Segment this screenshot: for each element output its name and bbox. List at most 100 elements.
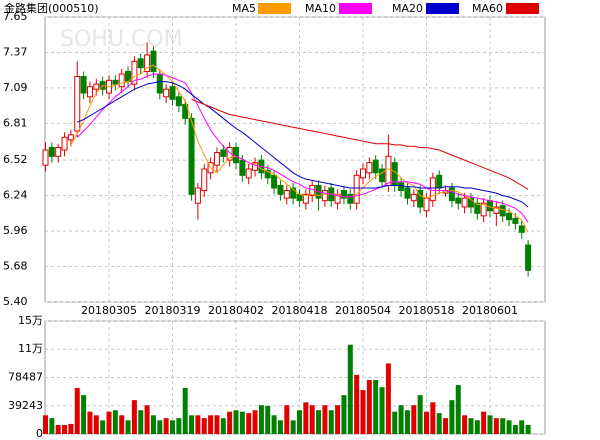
y-tick-label: 5.96	[3, 224, 28, 237]
volume-bar	[398, 405, 404, 434]
volume-bar	[385, 363, 391, 434]
volume-bar	[119, 415, 125, 434]
volume-bar	[144, 405, 150, 434]
y-tick-label: 7.65	[3, 10, 28, 23]
candle-body	[239, 159, 246, 176]
candle-body	[506, 212, 513, 221]
candle-body	[429, 177, 436, 202]
volume-bar	[227, 411, 233, 434]
x-tick-label: 20180418	[272, 304, 328, 317]
candle-body	[131, 60, 138, 85]
candle-body	[277, 184, 284, 195]
volume-bar	[138, 410, 144, 434]
volume-bar	[112, 410, 118, 434]
volume-bar	[379, 387, 385, 434]
volume-bar	[468, 418, 474, 434]
volume-bar	[303, 402, 309, 434]
volume-bar	[163, 418, 169, 434]
candle-body	[461, 197, 468, 208]
candle-body	[455, 197, 462, 204]
chart-title: 金路集团(000510)	[4, 1, 99, 15]
candle-body	[80, 76, 87, 94]
volume-bar	[392, 411, 398, 434]
volume-bar	[43, 415, 48, 434]
y-tick-label: 5.40	[3, 295, 28, 308]
volume-bar	[360, 390, 366, 434]
legend-label: MA60	[472, 2, 503, 15]
ma-line	[70, 64, 529, 233]
volume-bar	[87, 411, 93, 434]
candle-body	[353, 174, 360, 204]
candle-body	[194, 187, 201, 204]
legend-label: MA20	[392, 2, 423, 15]
volume-bar	[195, 415, 201, 434]
ma-line	[76, 73, 529, 223]
y-tick-label: 7.37	[3, 45, 28, 58]
candle-body	[201, 168, 208, 192]
candle-body	[525, 244, 532, 271]
volume-bar	[208, 415, 214, 434]
candle-body	[366, 162, 373, 174]
x-tick-label: 20180402	[208, 304, 264, 317]
volume-bar	[455, 385, 461, 434]
volume-bar	[322, 405, 328, 434]
legend-label: MA5	[232, 2, 256, 15]
candle-body	[423, 197, 430, 212]
y-tick-label: 6.24	[3, 189, 28, 202]
y2-tick-label: 0	[36, 427, 43, 440]
x-tick-label: 20180305	[81, 304, 137, 317]
volume-bar	[233, 410, 239, 434]
volume-bar	[462, 415, 468, 434]
volume-bar	[201, 418, 207, 434]
candle-body	[264, 169, 271, 179]
candle-body	[410, 193, 417, 202]
volume-bar	[252, 410, 258, 434]
volume-bar	[81, 395, 87, 434]
y-tick-label: 5.68	[3, 260, 28, 273]
candle-body	[245, 168, 252, 179]
candle-body	[480, 202, 487, 217]
volume-bar	[373, 380, 379, 434]
candle-body	[385, 155, 392, 186]
volume-bar	[100, 420, 106, 434]
y-tick-label: 6.81	[3, 116, 28, 129]
volume-bar	[474, 420, 480, 434]
volume-bar	[506, 420, 512, 434]
volume-bar	[214, 415, 220, 434]
volume-bar	[74, 387, 80, 434]
x-tick-label: 20180518	[399, 304, 455, 317]
volume-bar	[430, 402, 436, 434]
candle-body	[467, 197, 474, 208]
legend-swatch	[258, 3, 291, 14]
candle-body	[283, 190, 290, 199]
volume-bar	[220, 418, 226, 434]
volume-bar	[309, 405, 315, 434]
volume-bar	[239, 411, 245, 434]
y2-tick-label: 11万	[18, 342, 43, 355]
candle-body	[398, 182, 405, 192]
legend-swatch	[426, 3, 459, 14]
volume-bar	[424, 411, 429, 434]
ma-line	[191, 98, 529, 190]
volume-bar	[404, 410, 410, 434]
volume-bar	[347, 344, 353, 434]
candle-body	[487, 200, 493, 212]
volume-bar	[106, 411, 112, 434]
candle-body	[55, 146, 62, 157]
volume-bar	[328, 410, 334, 434]
volume-bar	[189, 415, 195, 434]
candle-body	[42, 149, 49, 166]
candle-body	[417, 190, 424, 208]
volume-bar	[493, 418, 499, 434]
ma-line	[77, 81, 529, 208]
volume-bar	[354, 374, 360, 434]
y2-tick-label: 78487	[8, 370, 43, 383]
candle-body	[163, 88, 170, 98]
legend-label: MA10	[305, 2, 336, 15]
volume-bar	[411, 405, 417, 434]
volume-bar	[436, 413, 442, 434]
candle-body	[61, 136, 68, 151]
y2-tick-label: 15万	[18, 314, 43, 327]
